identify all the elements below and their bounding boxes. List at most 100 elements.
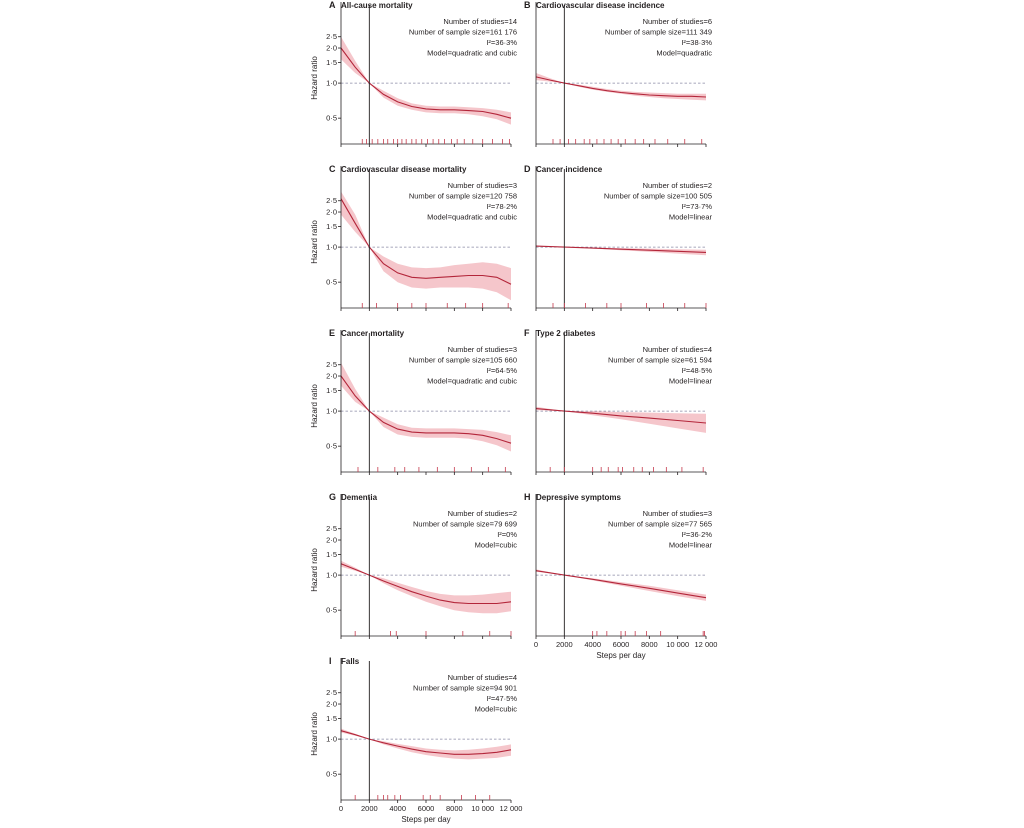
confidence-band <box>536 406 706 433</box>
confidence-band <box>341 36 511 125</box>
stat-line: Number of studies=3 <box>643 509 712 518</box>
confidence-band <box>341 362 511 452</box>
stat-line: Number of sample size=100 505 <box>604 192 712 201</box>
confidence-band <box>341 191 511 301</box>
panel-letter: B <box>524 0 531 10</box>
x-tick-label: 12 000 <box>695 640 718 649</box>
stat-line: Model=linear <box>669 213 713 222</box>
panel-letter: D <box>524 164 531 174</box>
stat-line: Model=linear <box>669 377 713 386</box>
panel-letter: F <box>524 328 530 338</box>
stat-line: Number of sample size=120 758 <box>409 192 517 201</box>
y-tick-label: 2·0 <box>326 44 337 53</box>
x-tick-label: 6000 <box>418 804 435 813</box>
stat-line: Model=quadratic and cubic <box>427 49 517 58</box>
stat-line: Number of sample size=61 594 <box>608 356 712 365</box>
x-tick-label: 0 <box>534 640 538 649</box>
panel-letter: G <box>329 492 336 502</box>
y-tick-label: 2·0 <box>326 372 337 381</box>
stat-line: Number of studies=3 <box>448 345 517 354</box>
stat-line: Number of studies=4 <box>448 673 517 682</box>
x-tick-label: 0 <box>339 804 343 813</box>
y-tick-label: 2·5 <box>326 688 337 697</box>
y-tick-label: 2·0 <box>326 208 337 217</box>
y-tick-label: 1·5 <box>326 386 337 395</box>
panel-c: C Cardiovascular disease mortality Number … <box>310 164 517 311</box>
stat-line: I²=48·5% <box>681 366 712 375</box>
stat-line: I²=36·3% <box>486 38 517 47</box>
y-axis-label: Hazard ratio <box>310 712 319 756</box>
y-tick-label: 2·5 <box>326 196 337 205</box>
panel-title: Falls <box>341 657 360 666</box>
panel-a: A All-cause mortality Number of studies=14… <box>310 0 517 147</box>
stat-line: Model=linear <box>669 541 713 550</box>
panel-title: Type 2 diabetes <box>536 329 596 338</box>
y-axis-label: Hazard ratio <box>310 548 319 592</box>
stat-line: Model=cubic <box>475 705 518 714</box>
y-tick-label: 2·0 <box>326 536 337 545</box>
stat-line: I²=36·2% <box>681 530 712 539</box>
y-tick-label: 1·5 <box>326 58 337 67</box>
panel-i: I Falls Number of studies=4 Number of sampl… <box>310 656 522 824</box>
panel-g: G Dementia Number of studies=2 Number of sa… <box>310 492 517 639</box>
y-tick-label: 1·0 <box>326 407 337 416</box>
panel-e: E Cancer mortality Number of studies=3 Numb… <box>310 328 517 475</box>
x-tick-label: 6000 <box>613 640 630 649</box>
stat-line: I²=0% <box>497 530 517 539</box>
panel-f: F Type 2 diabetes Number of studies=4 Numbe… <box>524 328 712 475</box>
y-tick-label: 1·0 <box>326 571 337 580</box>
y-tick-label: 0·5 <box>326 606 337 615</box>
stat-line: I²=47·5% <box>486 694 517 703</box>
y-tick-label: 1·0 <box>326 243 337 252</box>
stat-line: Model=quadratic and cubic <box>427 213 517 222</box>
x-tick-label: 4000 <box>389 804 406 813</box>
stat-line: I²=78·2% <box>486 202 517 211</box>
x-tick-label: 2000 <box>361 804 378 813</box>
x-axis-label: Steps per day <box>401 815 450 824</box>
y-axis-label: Hazard ratio <box>310 384 319 428</box>
x-tick-label: 2000 <box>556 640 573 649</box>
stat-line: I²=73·7% <box>681 202 712 211</box>
y-tick-label: 1·5 <box>326 714 337 723</box>
panel-title: Cancer mortality <box>341 329 405 338</box>
panel-title: Cancer incidence <box>536 165 603 174</box>
y-tick-label: 1·5 <box>326 550 337 559</box>
stat-line: Number of studies=14 <box>443 17 517 26</box>
y-tick-label: 0·5 <box>326 114 337 123</box>
x-tick-label: 4000 <box>584 640 601 649</box>
y-tick-label: 2·0 <box>326 700 337 709</box>
stat-line: Number of sample size=94 901 <box>413 684 517 693</box>
stat-line: Number of studies=2 <box>643 181 712 190</box>
stat-line: Number of studies=2 <box>448 509 517 518</box>
y-axis-label: Hazard ratio <box>310 220 319 264</box>
panel-letter: H <box>524 492 531 502</box>
stat-line: Number of sample size=77 565 <box>608 520 712 529</box>
stat-line: Model=cubic <box>475 541 518 550</box>
x-axis-label: Steps per day <box>596 651 645 660</box>
panel-title: Cardiovascular disease incidence <box>536 1 665 10</box>
y-tick-label: 2·5 <box>326 360 337 369</box>
panel-b: B Cardiovascular disease incidence Number … <box>524 0 712 147</box>
x-tick-label: 10 000 <box>471 804 494 813</box>
x-tick-label: 10 000 <box>666 640 689 649</box>
y-tick-label: 2·5 <box>326 32 337 41</box>
stat-line: Number of studies=6 <box>643 17 712 26</box>
confidence-band <box>341 728 511 760</box>
panel-h: H Depressive symptoms Number of studies=3 N… <box>524 492 717 660</box>
stat-line: Model=quadratic <box>656 49 712 58</box>
x-tick-label: 8000 <box>446 804 463 813</box>
x-tick-label: 12 000 <box>500 804 523 813</box>
panel-letter: A <box>329 0 336 10</box>
panel-letter: E <box>329 328 335 338</box>
stat-line: I²=64·5% <box>486 366 517 375</box>
stat-line: Number of sample size=105 660 <box>409 356 517 365</box>
y-tick-label: 0·5 <box>326 442 337 451</box>
panel-title: Dementia <box>341 493 378 502</box>
stat-line: Number of studies=4 <box>643 345 712 354</box>
x-tick-label: 8000 <box>641 640 658 649</box>
panel-title: Depressive symptoms <box>536 493 621 502</box>
y-tick-label: 1·0 <box>326 79 337 88</box>
confidence-band <box>536 73 706 101</box>
y-tick-label: 0·5 <box>326 278 337 287</box>
y-tick-label: 0·5 <box>326 770 337 779</box>
